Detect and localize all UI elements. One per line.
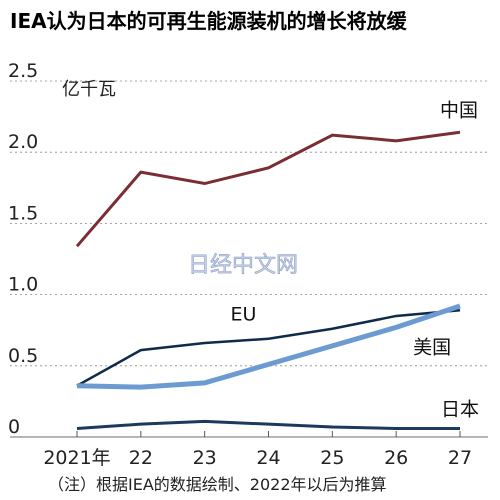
series-line <box>75 130 461 248</box>
x-tick-label: 27 <box>448 447 472 469</box>
series-label: EU <box>231 304 257 326</box>
watermark-group: 日经中文网 <box>188 253 299 279</box>
x-tick-label: 23 <box>193 447 217 469</box>
series-line <box>76 309 461 387</box>
y-tick-label: 2.5 <box>8 60 38 82</box>
y-tick-label: 1.5 <box>8 202 38 224</box>
chart-title: IEA认为日本的可再生能源装机的增长将放缓 <box>10 9 408 33</box>
watermark: 日经中文网 <box>188 253 298 278</box>
x-tick-label: 25 <box>320 447 344 469</box>
grid-lines <box>10 80 488 438</box>
x-tick-label: 24 <box>256 447 280 469</box>
series-label: 日本 <box>441 398 479 420</box>
series-group <box>75 130 461 430</box>
series-line <box>76 303 461 390</box>
x-tick-label: 26 <box>384 447 408 469</box>
x-axis-ticks: 2021年 22 23 24 25 26 27 <box>43 431 472 469</box>
y-tick-label: 1.0 <box>8 274 38 296</box>
chart-note: （注）根据IEA的数据绘制、2022年以后为推算 <box>48 475 387 494</box>
series-line <box>76 419 460 430</box>
y-axis-ticks: 0 0.5 1.0 1.5 2.0 2.5 <box>8 60 38 438</box>
series-label: 美国 <box>413 336 451 358</box>
unit-label: 亿千瓦 <box>62 79 116 100</box>
x-tick-label: 2021年 <box>43 447 110 469</box>
series-label: 中国 <box>440 99 478 121</box>
x-tick-label: 22 <box>129 447 153 469</box>
y-tick-label: 2.0 <box>8 131 38 153</box>
y-tick-label: 0 <box>8 416 20 438</box>
y-tick-label: 0.5 <box>8 345 38 367</box>
